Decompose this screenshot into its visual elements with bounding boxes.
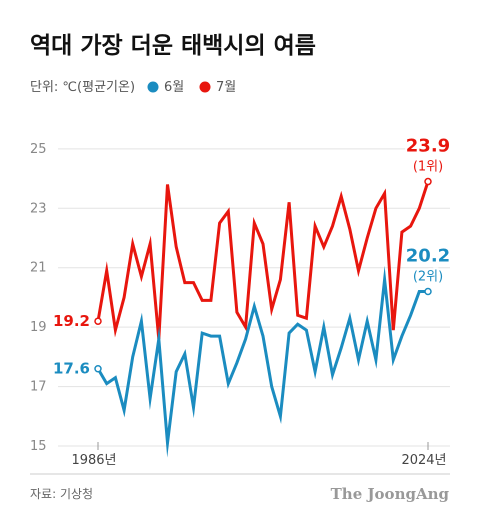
brand-logo: The JoongAng bbox=[331, 485, 450, 503]
y-tick-label: 23 bbox=[30, 201, 47, 216]
y-tick-label: 15 bbox=[30, 439, 47, 454]
unit-label: 단위: ℃(평균기온) bbox=[30, 80, 135, 95]
x-tick-label-end: 2024년 bbox=[401, 453, 446, 468]
x-tick-label-start: 1986년 bbox=[71, 453, 116, 468]
start-marker-june bbox=[94, 364, 102, 373]
series-line-june bbox=[96, 265, 428, 458]
legend-swatch-june bbox=[147, 81, 159, 93]
chart-title: 역대 가장 더운 태백시의 여름 bbox=[30, 33, 316, 59]
end-marker-june bbox=[424, 287, 432, 296]
y-axis-ticks: 15 17 19 21 23 25 bbox=[30, 142, 47, 454]
data-label-end-july: 23.9 bbox=[406, 136, 450, 157]
data-label-start-june: 17.6 bbox=[53, 360, 90, 378]
y-tick-label: 17 bbox=[30, 380, 47, 395]
legend-label-june: 6월 bbox=[164, 80, 184, 95]
data-labels: 19.2 17.6 23.9 (1위) 20.2 (2위) bbox=[51, 134, 452, 380]
data-label-end-june: 20.2 bbox=[406, 245, 450, 266]
y-tick-label: 19 bbox=[30, 320, 47, 335]
gridlines bbox=[58, 148, 450, 450]
rank-label-july: (1위) bbox=[413, 160, 443, 175]
data-label-start-july: 19.2 bbox=[53, 312, 90, 330]
y-tick-label: 21 bbox=[30, 261, 47, 276]
series-lines bbox=[94, 177, 432, 458]
legend-label-july: 7월 bbox=[216, 80, 236, 95]
series-line-july bbox=[96, 181, 430, 340]
end-marker-july bbox=[424, 177, 432, 186]
legend-swatch-july bbox=[199, 81, 211, 93]
rank-label-june: (2위) bbox=[413, 269, 443, 284]
start-marker-july bbox=[94, 317, 102, 325]
source-label: 자료: 기상청 bbox=[30, 487, 93, 501]
y-tick-label: 25 bbox=[30, 142, 47, 157]
